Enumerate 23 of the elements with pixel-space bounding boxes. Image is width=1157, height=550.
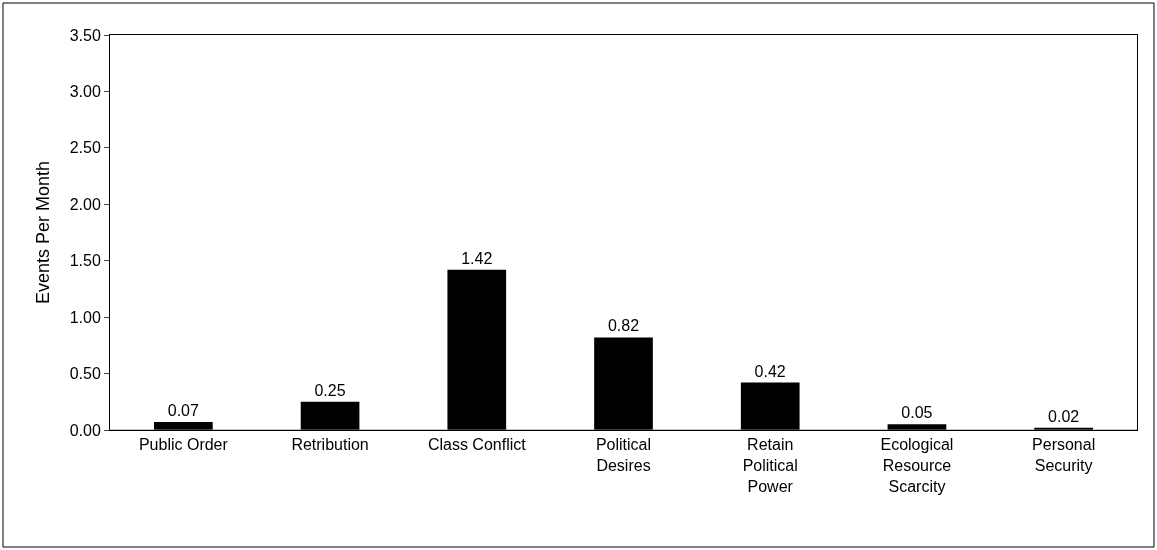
data-label: 0.42: [754, 362, 786, 380]
x-tick-label: Public Order: [138, 436, 229, 454]
y-tick-label: 3.50: [69, 26, 101, 44]
data-label: 0.02: [1048, 407, 1080, 425]
data-label: 0.82: [607, 317, 640, 335]
y-tick-label: 2.00: [69, 195, 101, 213]
data-label: 0.05: [901, 404, 933, 422]
y-axis-title: Events Per Month: [32, 160, 53, 305]
x-tick-label: Personal Security: [1032, 436, 1096, 474]
x-tick-label: Class Conflict: [427, 436, 527, 454]
y-tick-label: 0.50: [69, 365, 101, 383]
y-tick-label: 2.50: [69, 139, 101, 157]
y-tick-label: 3.00: [69, 83, 101, 101]
y-tick-label: 1.50: [69, 252, 101, 270]
data-label: 0.07: [167, 402, 199, 420]
x-tick-label: Political Desires: [595, 436, 652, 474]
data-label: 0.25: [314, 381, 346, 399]
y-tick-label: 0.00: [69, 421, 101, 439]
x-tick-label: Ecological Resource Scarcity: [880, 436, 954, 495]
x-tick-label: Retribution: [291, 436, 369, 454]
x-tick-label: Retain Political Power: [742, 436, 798, 495]
data-label: 1.42: [461, 249, 493, 267]
y-tick-label: 1.00: [69, 308, 101, 326]
